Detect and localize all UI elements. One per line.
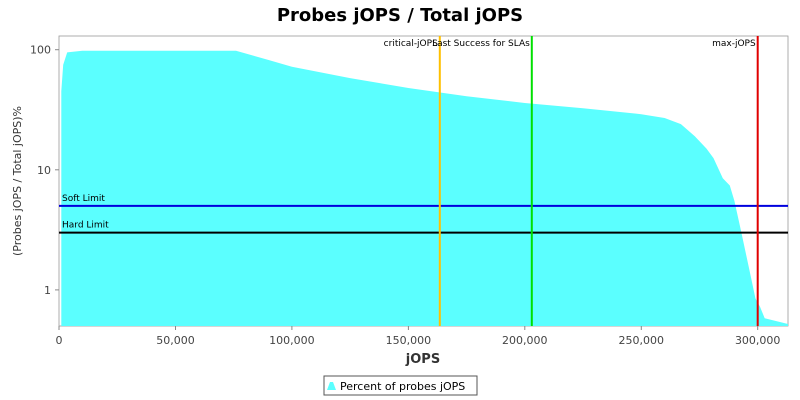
legend-box [323,375,478,396]
x-tick-label: 300,000 [735,334,781,347]
y-tick-label: 1 [44,284,51,297]
legend-swatch [327,382,336,390]
y-tick-label: 10 [37,164,51,177]
chart-title: Probes jOPS / Total jOPS [277,5,523,26]
vline-label: critical-jOPS [384,39,438,49]
x-tick-label: 50,000 [156,334,195,347]
y-axis-label: (Probes jOPS / Total jOPS)% [11,106,24,256]
area-layer [61,50,789,326]
x-tick-label: 200,000 [502,334,548,347]
vline-label: max-jOPS [712,39,756,49]
x-tick-label: 0 [56,334,63,347]
area-series-0 [61,50,789,326]
y-tick-label: 100 [30,44,51,57]
x-tick-label: 150,000 [386,334,432,347]
legend: Percent of probes jOPS [323,375,478,396]
vline-label: Last Success for SLAs [432,39,530,49]
x-tick-label: 100,000 [269,334,315,347]
axes: 0 50,000 100,000 150,000 200,000 250,000 300,0… [30,44,780,347]
legend-label: Percent of probes jOPS [340,380,465,393]
x-tick-label: 250,000 [619,334,665,347]
x-axis-label: jOPS [405,352,440,367]
hline-label: Soft Limit [62,194,105,204]
hline-label: Hard Limit [62,221,109,231]
